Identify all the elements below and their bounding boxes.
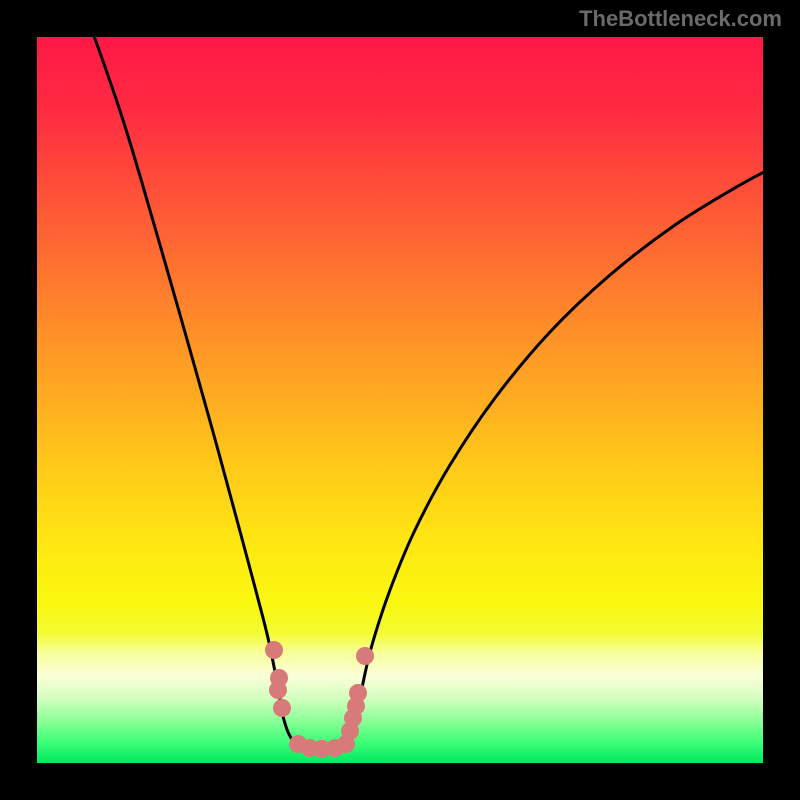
marker-point [356, 647, 374, 665]
gradient-background [37, 37, 763, 763]
watermark-text: TheBottleneck.com [579, 6, 782, 32]
marker-point [265, 641, 283, 659]
bottleneck-chart [0, 0, 800, 800]
marker-point [273, 699, 291, 717]
marker-point [269, 681, 287, 699]
marker-point [349, 684, 367, 702]
